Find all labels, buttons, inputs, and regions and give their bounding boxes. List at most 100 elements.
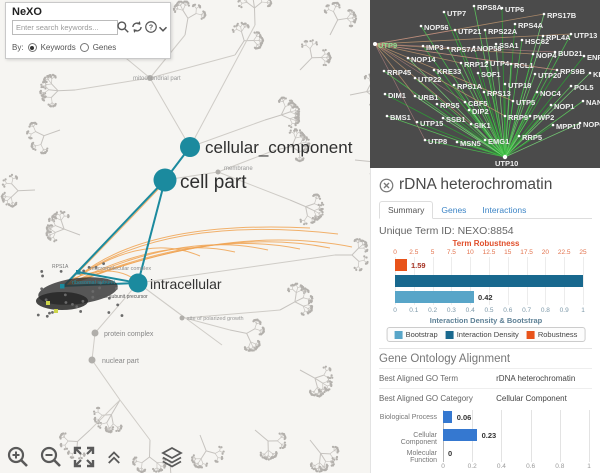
gene-node[interactable] [472, 45, 476, 49]
tab-genes[interactable]: Genes [441, 205, 467, 215]
radio-genes-label[interactable]: Genes [92, 43, 117, 52]
gene-node[interactable] [459, 61, 463, 65]
gene-node[interactable] [500, 6, 504, 10]
gene-node[interactable] [385, 114, 389, 118]
gene-node[interactable] [423, 138, 427, 142]
gene-node[interactable] [535, 90, 539, 94]
bar-biological-process [443, 411, 452, 423]
radio-genes[interactable] [79, 43, 89, 52]
gene-node[interactable] [503, 114, 507, 118]
gene-node[interactable] [569, 84, 573, 88]
chevron-down-icon[interactable] [156, 22, 170, 36]
layers-icon[interactable] [160, 445, 184, 469]
gene-node[interactable] [455, 140, 459, 144]
refresh-icon[interactable] [130, 20, 144, 34]
gene-node[interactable] [413, 94, 417, 98]
bottom-axis-tick: 0 [393, 307, 397, 314]
category-label: Biological Process [379, 414, 437, 421]
gene-node[interactable] [406, 56, 410, 60]
gene-node[interactable] [482, 90, 486, 94]
gene-node[interactable] [435, 102, 439, 106]
tab-summary[interactable]: Summary [379, 201, 434, 219]
gene-node[interactable] [553, 50, 557, 54]
gene-node[interactable] [551, 123, 555, 127]
gene-node[interactable] [421, 44, 425, 48]
gene-node[interactable] [483, 138, 487, 142]
gene-node[interactable] [555, 68, 559, 72]
collapse-all-icon[interactable] [105, 445, 123, 469]
interaction-network[interactable]: UTP7 RPS8A UTP6 RPS17B NOP56 UTP21 RPS22ARPS4A… [370, 0, 600, 168]
fit-view-icon[interactable] [72, 445, 96, 469]
gene-label: SSB1 [446, 115, 466, 124]
gene-node[interactable] [463, 100, 467, 104]
gene-label: ENP1 [587, 53, 600, 62]
bar-value: 0.23 [481, 431, 497, 440]
radio-keywords[interactable] [27, 43, 37, 52]
gene-node[interactable] [517, 134, 521, 138]
gene-node[interactable] [520, 38, 524, 42]
gene-node[interactable] [441, 116, 445, 120]
term-label: macromolecular complex [90, 266, 151, 272]
gene-node-hub[interactable] [502, 154, 508, 160]
detail-header: rDNA heterochromatin [379, 174, 592, 196]
gene-node[interactable] [453, 28, 457, 32]
gridline [501, 410, 503, 462]
robustness-chart: Term Robustness 0 2.5 5 7.5 10 12.5 15 17.5 20 22.… [379, 239, 593, 343]
gene-node[interactable] [415, 120, 419, 124]
gene-node[interactable] [382, 69, 386, 73]
close-icon[interactable] [379, 178, 394, 193]
gene-node[interactable] [582, 54, 586, 58]
search-icon[interactable] [116, 20, 130, 34]
gene-node[interactable] [533, 72, 537, 76]
gene-node[interactable] [446, 46, 450, 50]
gene-node[interactable] [513, 22, 517, 26]
gene-node[interactable] [467, 108, 471, 112]
gene-label: UTP13 [574, 31, 597, 40]
radio-keywords-label[interactable]: Keywords [40, 43, 76, 52]
gene-node[interactable] [472, 4, 476, 8]
gene-node[interactable] [383, 92, 387, 96]
gene-node[interactable] [503, 82, 507, 86]
zoom-out-icon[interactable] [39, 445, 63, 469]
search-input[interactable] [12, 20, 118, 35]
gene-node[interactable] [531, 52, 535, 56]
gene-label: POL5 [574, 83, 594, 92]
gene-node[interactable] [578, 121, 582, 125]
gene-node[interactable] [569, 32, 573, 36]
gene-node[interactable] [452, 83, 456, 87]
gene-node[interactable] [528, 114, 532, 118]
gene-node[interactable] [494, 42, 498, 46]
zoom-in-icon[interactable] [6, 445, 30, 469]
top-axis-tick: 12.5 [482, 249, 496, 256]
help-icon[interactable]: ? [144, 20, 158, 34]
gene-node[interactable] [483, 28, 487, 32]
gene-node[interactable] [542, 12, 546, 16]
gene-node[interactable] [419, 24, 423, 28]
tab-interactions[interactable]: Interactions [482, 205, 527, 215]
gene-node[interactable] [511, 99, 515, 103]
gene-node[interactable] [588, 71, 592, 75]
gene-label: UTP21 [458, 27, 481, 36]
term-node-intracellular[interactable] [128, 273, 148, 293]
gene-node[interactable] [541, 34, 545, 38]
term-node-cellular-component[interactable] [180, 137, 200, 157]
go-category-chart: Biological Process 0.06 Cellular Component… [379, 410, 593, 470]
gene-node[interactable] [373, 42, 377, 46]
gene-label: IMP3 [426, 43, 444, 52]
gene-node[interactable] [485, 60, 489, 64]
term-node-cell-part[interactable] [153, 168, 177, 192]
gene-node[interactable] [549, 103, 553, 107]
gene-node[interactable] [581, 99, 585, 103]
gene-node[interactable] [509, 62, 513, 66]
gene-cluster[interactable] [36, 262, 124, 318]
gene-node[interactable] [476, 71, 480, 75]
ontology-canvas[interactable]: mitochondrial part cellular_component memb… [0, 0, 370, 473]
gene-node[interactable] [413, 76, 417, 80]
gene-label: UTP9 [378, 41, 397, 50]
gene-node[interactable] [442, 10, 446, 14]
legend-item: Robustness [526, 330, 577, 339]
gene-node[interactable] [469, 122, 473, 126]
interaction-network-panel[interactable]: UTP7 RPS8A UTP6 RPS17B NOP56 UTP21 RPS22A RPS4A… [370, 0, 600, 168]
ontology-graph[interactable]: mitochondrial part cellular_componentmemb… [0, 0, 370, 473]
gene-node[interactable] [432, 68, 436, 72]
